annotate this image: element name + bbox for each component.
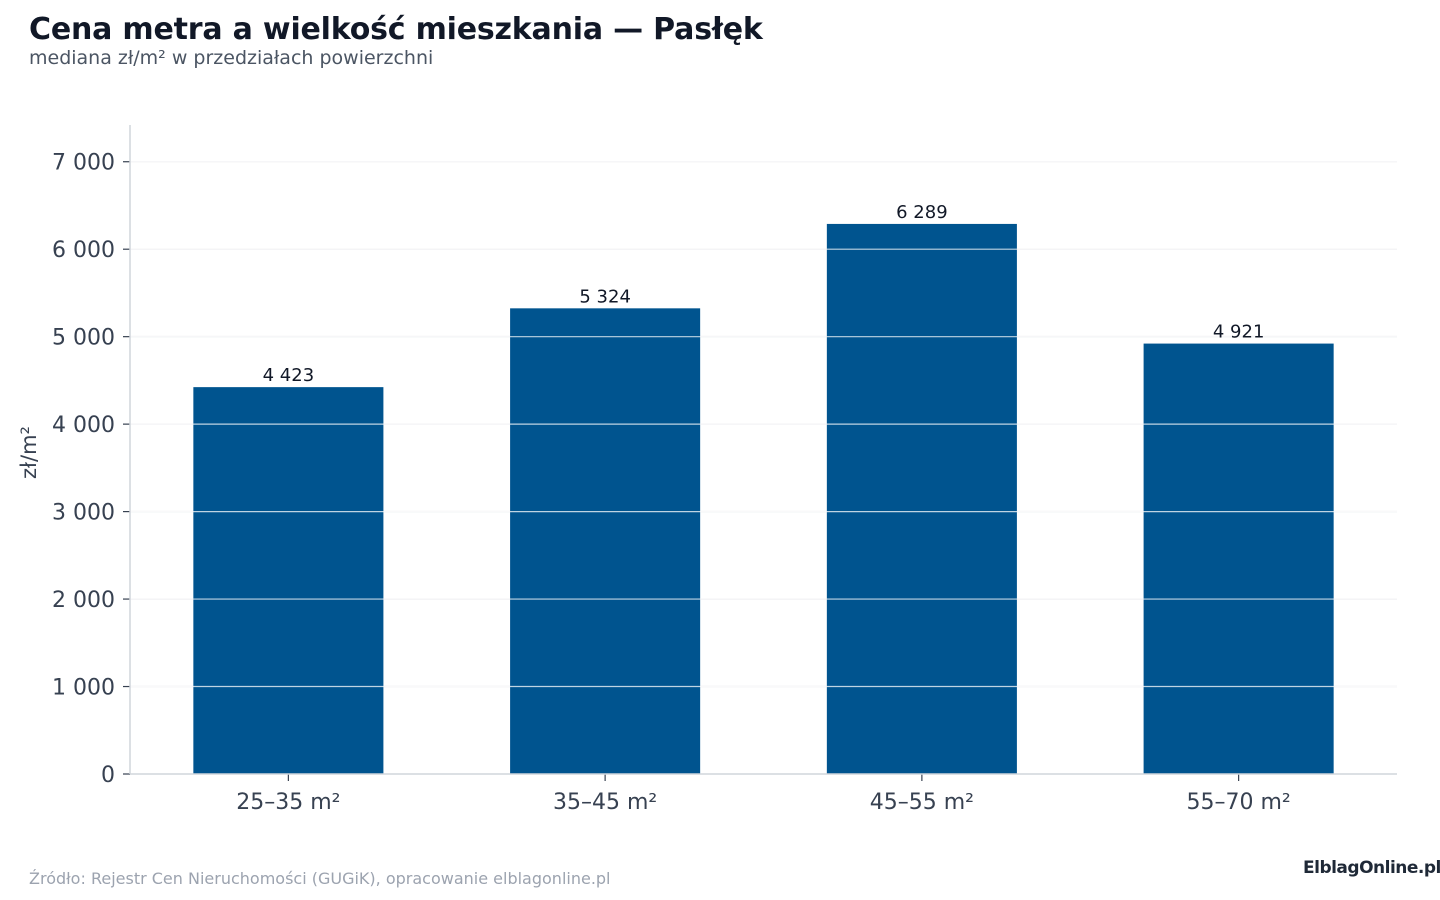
grid-lines-overlay <box>130 161 1397 688</box>
chart-title: Cena metra a wielkość mieszkania — Pasłę… <box>29 12 763 47</box>
bar-3 <box>826 223 1017 775</box>
x-tick-label: 45–55 m² <box>870 790 974 815</box>
y-tick-label: 1 000 <box>52 676 115 701</box>
bar-value-label: 5 324 <box>579 286 631 307</box>
bar-2 <box>510 308 701 774</box>
y-tick-label: 2 000 <box>52 588 115 613</box>
bars <box>193 223 1334 775</box>
y-tick-label: 5 000 <box>52 326 115 351</box>
axes <box>123 125 1397 781</box>
y-tick-label: 6 000 <box>52 238 115 263</box>
x-tick-label: 25–35 m² <box>236 790 340 815</box>
x-tick-label: 55–70 m² <box>1187 790 1291 815</box>
labels: 4 423 25–35 m² 5 324 35–45 m² 6 289 45–55 m² 4… <box>17 151 1291 815</box>
bar-value-label: 4 921 <box>1213 322 1265 343</box>
brand-logo: ElblagOnline.pl <box>1303 858 1440 878</box>
y-tick-label: 4 000 <box>52 413 115 438</box>
bar-value-label: 4 423 <box>263 365 315 386</box>
y-tick-label: 7 000 <box>52 151 115 176</box>
y-tick-label: 0 <box>101 763 115 788</box>
bar-4 <box>1143 343 1334 774</box>
bar-value-label: 6 289 <box>896 202 948 223</box>
y-axis-title: zł/m² <box>17 426 41 479</box>
bar-1 <box>193 387 384 774</box>
y-tick-label: 3 000 <box>52 501 115 526</box>
x-tick-label: 35–45 m² <box>553 790 657 815</box>
chart-subtitle: mediana zł/m² w przedziałach powierzchni <box>29 47 434 69</box>
source-note: Źródło: Rejestr Cen Nieruchomości (GUGiK… <box>29 869 611 888</box>
